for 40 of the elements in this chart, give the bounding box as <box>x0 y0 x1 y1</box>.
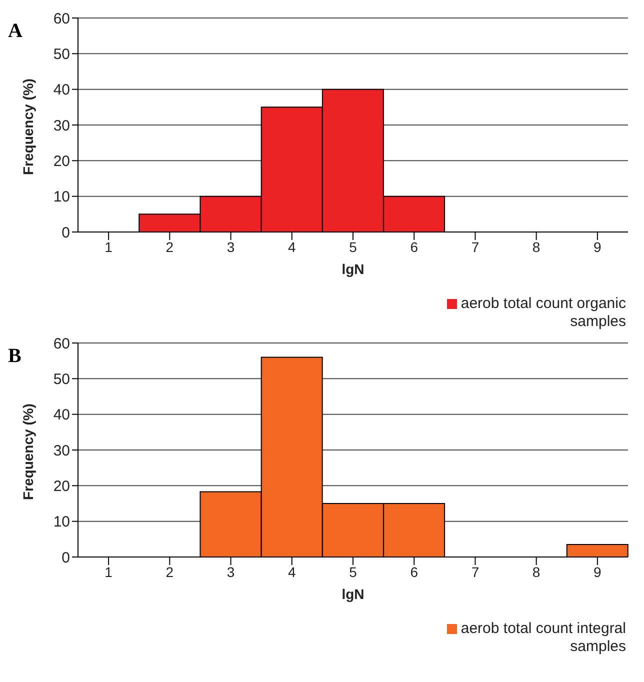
x-tick-label: 6 <box>410 238 418 255</box>
x-tick-label: 1 <box>104 564 113 580</box>
x-tick-label: 5 <box>349 564 358 580</box>
y-tick-label: 50 <box>53 370 70 388</box>
x-tick-label: 2 <box>166 564 174 580</box>
y-tick-label: 40 <box>53 82 70 99</box>
x-tick-label: 4 <box>288 238 296 255</box>
x-tick-label: 7 <box>471 238 480 255</box>
x-tick-label: 6 <box>410 564 418 580</box>
y-tick-label: 60 <box>53 335 70 352</box>
chart-title: B <box>8 345 22 368</box>
legend-label: aerob total count integral samples <box>460 620 626 655</box>
x-axis-title: lgN <box>342 261 364 277</box>
legend-label: aerob total count organic samples <box>460 295 626 330</box>
y-tick-label: 20 <box>53 478 70 495</box>
x-tick-label: 8 <box>532 564 540 580</box>
x-tick-label: 8 <box>532 238 540 255</box>
x-axis-title: lgN <box>342 586 364 602</box>
y-tick-label: 0 <box>62 549 70 566</box>
y-axis-title: Frequency (%) <box>20 404 36 500</box>
y-tick-label: 40 <box>53 406 70 424</box>
x-tick-label: 2 <box>166 238 174 255</box>
chart-title: A <box>8 20 22 43</box>
x-tick-label: 4 <box>288 564 296 580</box>
x-tick-label: 9 <box>594 238 602 255</box>
y-tick-label: 30 <box>53 117 70 134</box>
y-tick-label: 60 <box>53 10 70 28</box>
x-tick-label: 3 <box>226 238 235 255</box>
x-tick-label: 5 <box>349 238 358 255</box>
x-tick-label: 1 <box>104 238 113 255</box>
y-tick-label: 10 <box>53 514 70 531</box>
y-tick-label: 10 <box>53 188 70 206</box>
y-tick-label: 30 <box>53 442 70 460</box>
x-tick-label: 7 <box>471 564 480 580</box>
y-axis-title: Frequency (%) <box>20 78 36 175</box>
y-tick-label: 0 <box>62 224 70 242</box>
y-tick-label: 50 <box>53 46 70 63</box>
y-tick-label: 20 <box>53 152 70 170</box>
x-tick-label: 9 <box>594 564 602 580</box>
x-tick-label: 3 <box>226 564 235 580</box>
